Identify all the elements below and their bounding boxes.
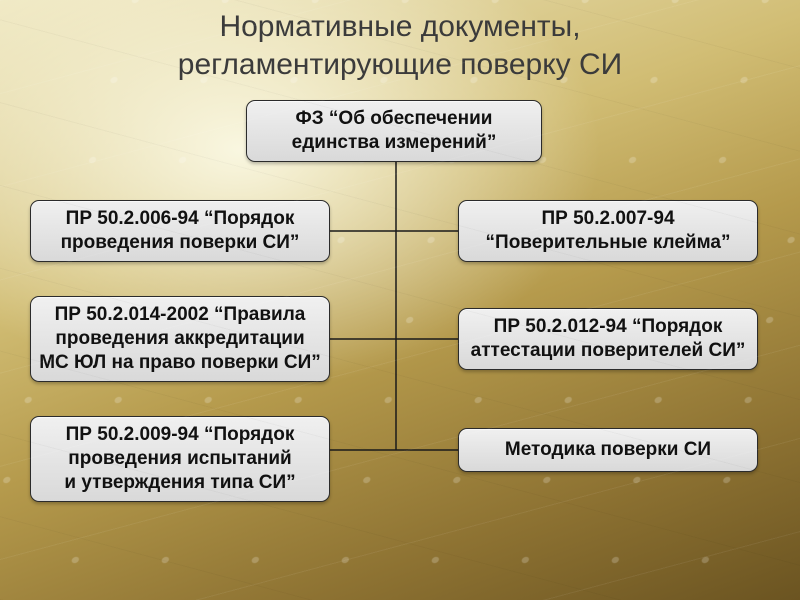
node-left-2: ПР 50.2.014-2002 “Правила проведения акк… [30, 296, 330, 382]
slide-title: Нормативные документы, регламентирующие … [0, 8, 800, 83]
node-label: Методика поверки СИ [505, 438, 711, 462]
node-label: ПР 50.2.007-94 “Поверительные клейма” [486, 207, 731, 255]
node-right-1: ПР 50.2.007-94 “Поверительные клейма” [458, 200, 758, 262]
node-label: ПР 50.2.014-2002 “Правила проведения акк… [39, 303, 321, 374]
slide-stage: Нормативные документы, регламентирующие … [0, 0, 800, 600]
node-label: ПР 50.2.012-94 “Порядок аттестации повер… [471, 315, 746, 363]
node-label: ПР 50.2.009-94 “Порядок проведения испыт… [64, 423, 295, 494]
node-right-3: Методика поверки СИ [458, 428, 758, 472]
node-label: ФЗ “Об обеспечении единства измерений” [292, 107, 497, 155]
node-left-1: ПР 50.2.006-94 “Порядок проведения повер… [30, 200, 330, 262]
node-left-3: ПР 50.2.009-94 “Порядок проведения испыт… [30, 416, 330, 502]
node-label: ПР 50.2.006-94 “Порядок проведения повер… [61, 207, 300, 255]
node-right-2: ПР 50.2.012-94 “Порядок аттестации повер… [458, 308, 758, 370]
node-root: ФЗ “Об обеспечении единства измерений” [246, 100, 542, 162]
